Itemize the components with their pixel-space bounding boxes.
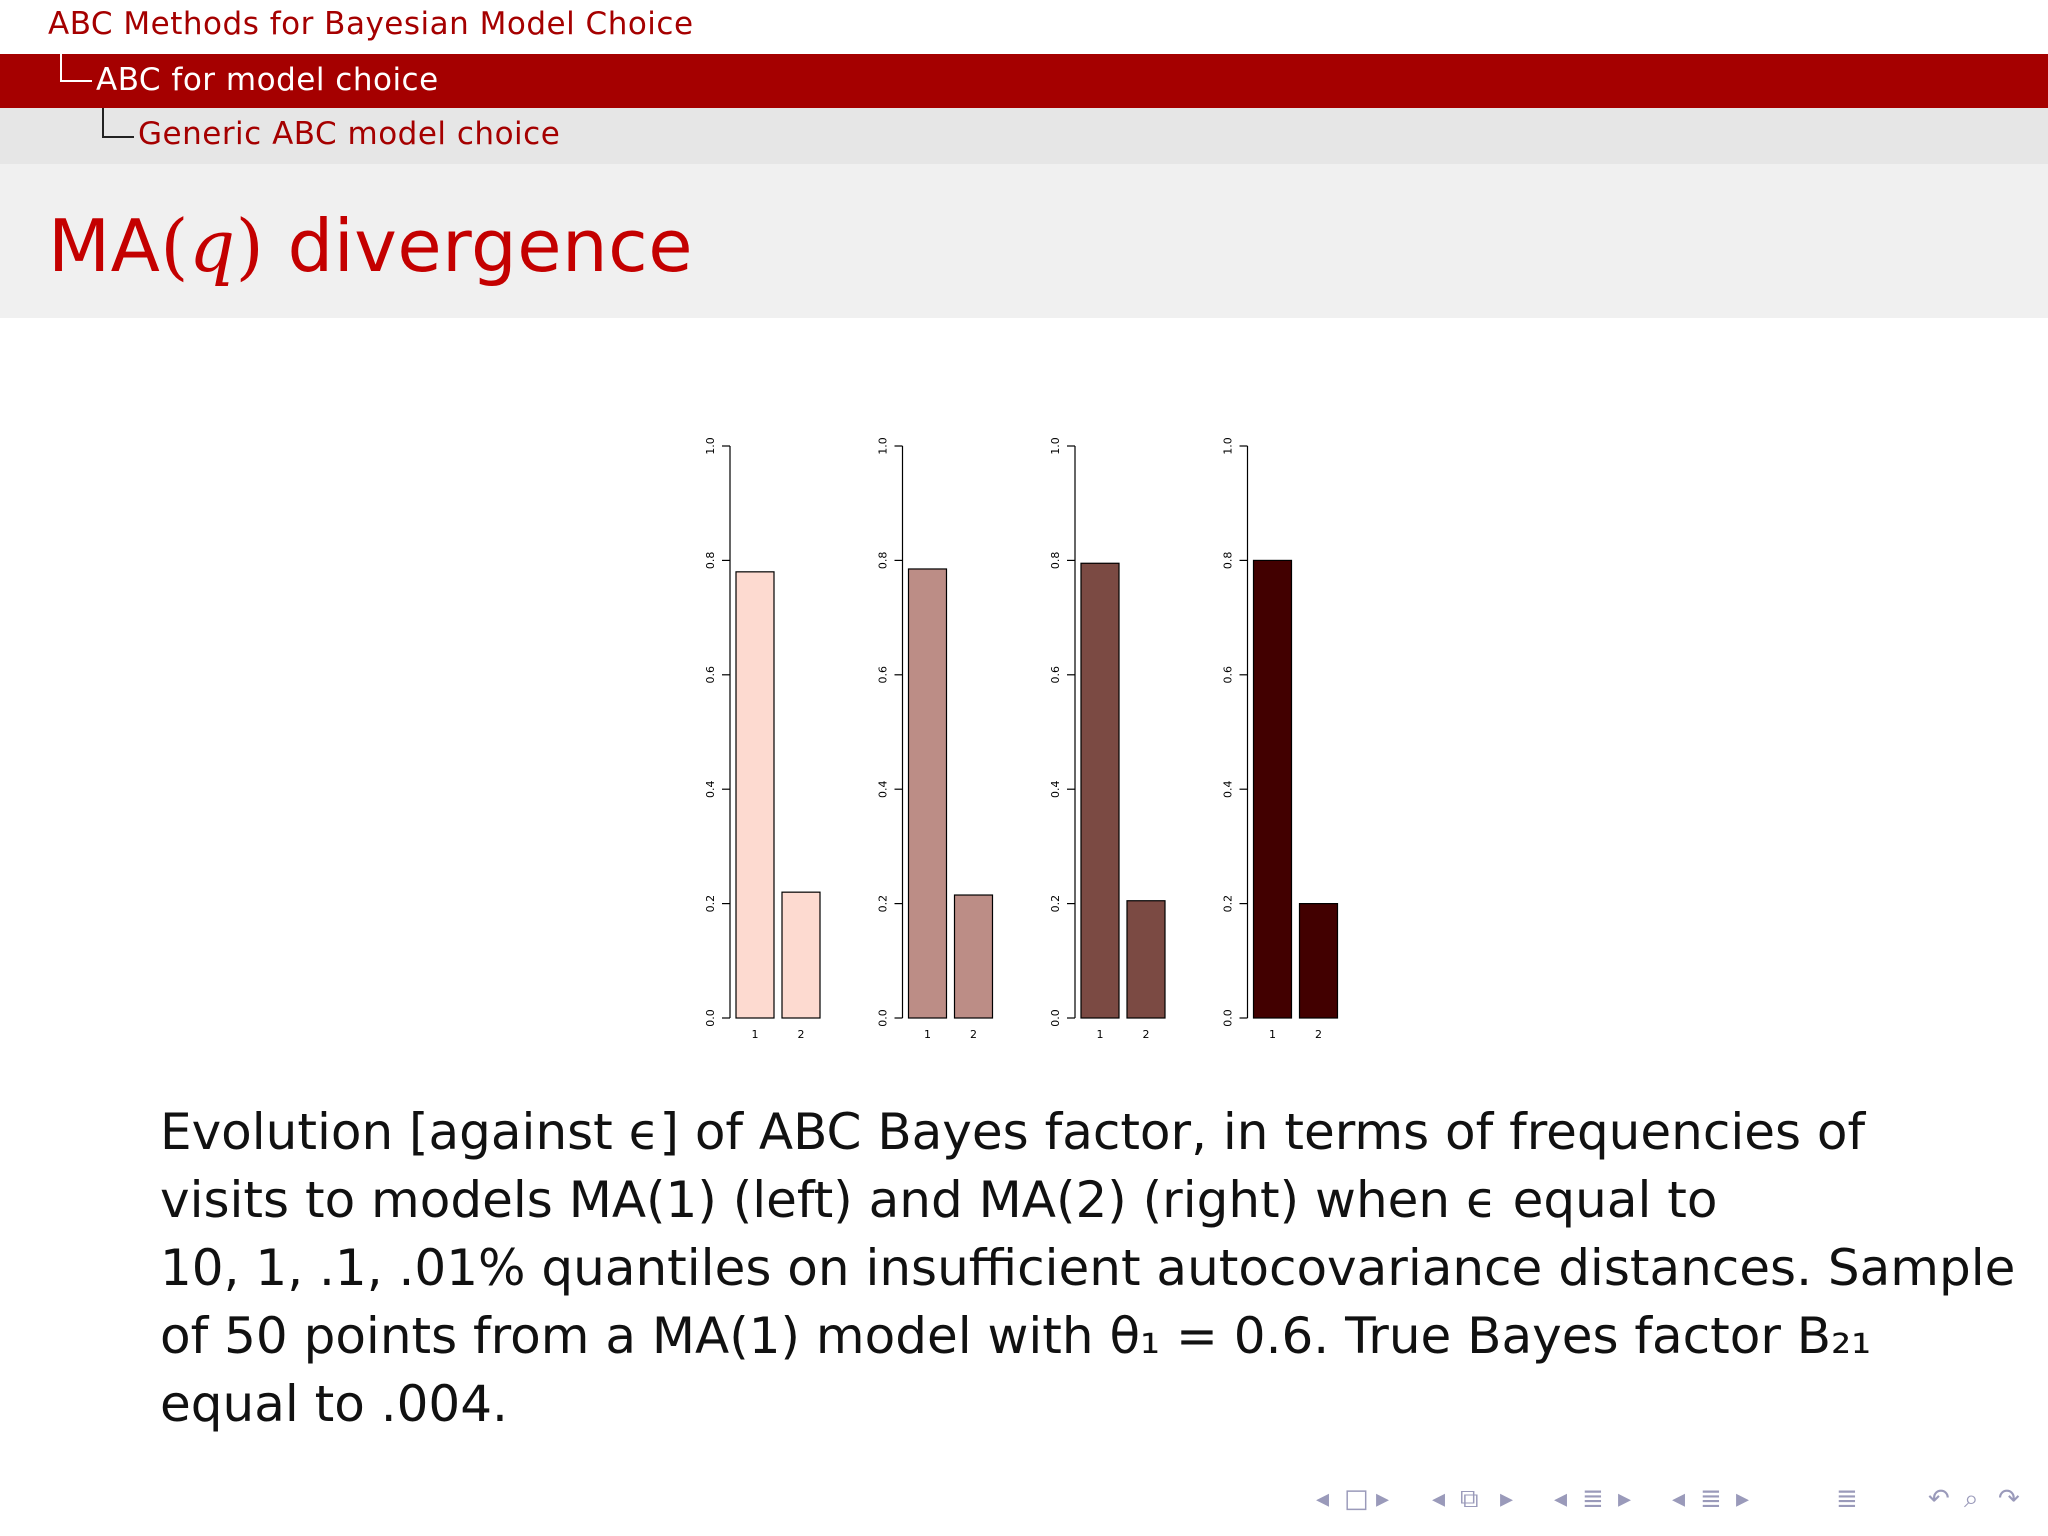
subsection2-icon[interactable]: ≣: [1700, 1484, 1722, 1514]
y-tick-label: 0.2: [877, 895, 890, 913]
header-section-label[interactable]: ABC Methods for Bayesian Model Choice: [48, 6, 694, 42]
x-tick-label: 1: [752, 1028, 759, 1041]
header-subsubsection: Generic ABC model choice: [0, 108, 2048, 164]
bar: [907, 568, 948, 1019]
frame-next-icon[interactable]: ▸: [1376, 1484, 1390, 1514]
subsection2-prev-icon[interactable]: ◂: [1672, 1484, 1686, 1514]
y-tick-label: 1.0: [1049, 437, 1062, 455]
y-tick-label: 1.0: [877, 437, 890, 455]
y-tick-label: 0.8: [704, 552, 717, 570]
y-tick-label: 1.0: [1222, 437, 1235, 455]
figure-caption: Evolution [against ϵ] of ABC Bayes facto…: [160, 1098, 2016, 1438]
subsection-next-icon[interactable]: ▸: [1500, 1484, 1514, 1514]
bar: [735, 571, 775, 1019]
section-prev-icon[interactable]: ◂: [1554, 1484, 1568, 1514]
y-tick-label: 0.8: [877, 552, 890, 570]
header-subsection: ABC for model choice: [0, 54, 2048, 108]
y-tick-label: 0.6: [1222, 666, 1235, 684]
bar: [1080, 562, 1120, 1019]
y-tick-label: 0.8: [1222, 552, 1235, 570]
y-tick-label: 0.0: [1222, 1009, 1235, 1027]
bar-charts: 0.0 0.2 0.4 0.6 0.8 1.0 1 2 0.0 0.2 0.4 0.6 0.8 1.0 1 2…: [704, 437, 1339, 1041]
x-tick-label: 2: [1143, 1028, 1150, 1041]
y-tick-label: 0.4: [1049, 780, 1062, 798]
y-tick-label: 0.0: [877, 1009, 890, 1027]
x-tick-label: 1: [924, 1028, 931, 1041]
subsection-icon[interactable]: ⧉: [1460, 1484, 1479, 1514]
y-tick-label: 0.0: [704, 1009, 717, 1027]
x-tick-label: 2: [798, 1028, 805, 1041]
y-tick-label: 0.2: [1049, 895, 1062, 913]
title-close-paren: ): [235, 204, 265, 288]
y-tick-label: 0.8: [1049, 552, 1062, 570]
bar: [781, 891, 821, 1019]
title-prefix: MA: [48, 204, 161, 288]
subsection-prev-icon[interactable]: ◂: [1432, 1484, 1446, 1514]
y-tick-label: 0.2: [1222, 895, 1235, 913]
bar: [1298, 903, 1339, 1019]
forward-icon[interactable]: ↷: [1998, 1484, 2020, 1514]
x-tick-label: 1: [1097, 1028, 1104, 1041]
caption-line: of 50 points from a MA(1) model with θ₁ …: [160, 1307, 1872, 1365]
frame-prev-icon[interactable]: ◂: [1316, 1484, 1330, 1514]
bar: [1126, 900, 1166, 1019]
title-math: (q): [160, 204, 264, 288]
caption-line: equal to .004.: [160, 1375, 508, 1433]
section-next-icon[interactable]: ▸: [1618, 1484, 1632, 1514]
x-tick-label: 1: [1269, 1028, 1276, 1041]
y-tick-label: 0.6: [704, 666, 717, 684]
slide-title-bar: MA(q) divergence: [0, 164, 2048, 318]
beamer-navigation: ◂ □ ▸ ◂ ⧉ ▸ ◂ ≣ ▸ ◂ ≣ ▸ ≣ ↶ ⌕ ↷: [1300, 1484, 2040, 1524]
slide-title: MA(q) divergence: [48, 204, 693, 288]
header-subsubsection-label[interactable]: Generic ABC model choice: [138, 116, 561, 152]
header-section: ABC Methods for Bayesian Model Choice: [0, 0, 2048, 54]
tree-connector-icon: [60, 54, 92, 82]
search-icon[interactable]: ⌕: [1964, 1484, 1979, 1514]
bar: [1252, 559, 1293, 1019]
align-icon[interactable]: ≣: [1836, 1484, 1858, 1514]
subsection2-next-icon[interactable]: ▸: [1736, 1484, 1750, 1514]
y-tick-label: 0.6: [1049, 666, 1062, 684]
bar: [953, 894, 994, 1019]
y-tick-label: 0.4: [1222, 780, 1235, 798]
y-tick-label: 0.2: [704, 895, 717, 913]
caption-line: Evolution [against ϵ] of ABC Bayes facto…: [160, 1103, 1866, 1161]
x-tick-label: 2: [970, 1028, 977, 1041]
title-suffix: divergence: [264, 204, 694, 288]
title-open-paren: (: [160, 204, 189, 288]
caption-line: visits to models MA(1) (left) and MA(2) …: [160, 1171, 1718, 1229]
caption-line: 10, 1, .1, .01% quantiles on insufficien…: [160, 1239, 2016, 1297]
tree-connector-icon: [102, 108, 134, 138]
y-tick-label: 0.4: [704, 780, 717, 798]
x-tick-label: 2: [1315, 1028, 1322, 1041]
header-subsection-label[interactable]: ABC for model choice: [96, 62, 439, 98]
back-icon[interactable]: ↶: [1928, 1484, 1950, 1514]
title-variable: q: [188, 204, 236, 288]
y-tick-label: 0.6: [877, 666, 890, 684]
frame-icon[interactable]: □: [1344, 1484, 1369, 1514]
y-tick-label: 0.4: [877, 780, 890, 798]
section-icon[interactable]: ≣: [1582, 1484, 1604, 1514]
y-tick-label: 1.0: [704, 437, 717, 455]
y-tick-label: 0.0: [1049, 1009, 1062, 1027]
